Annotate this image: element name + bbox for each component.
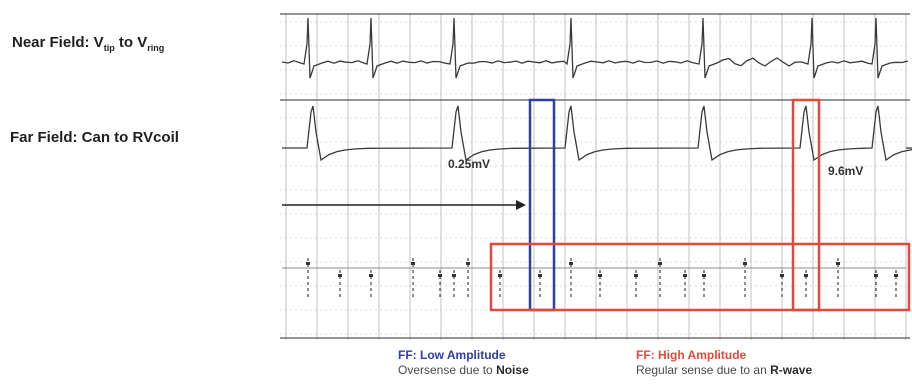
marker-highlight-box (489, 242, 911, 312)
strip-grid (280, 13, 910, 340)
far-field-trace (282, 105, 912, 162)
low-amplitude-value: 0.25mV (448, 157, 491, 171)
low-caption-title: FF: Low Amplitude (398, 348, 506, 362)
low-caption-text: Oversense due to Noise (398, 363, 529, 377)
timing-arrow (282, 200, 526, 210)
near-field-label: Near Field: Vtip to Vring (12, 34, 165, 53)
far-field-label: Far Field: Can to RVcoil (10, 129, 179, 146)
high-caption-title: FF: High Amplitude (636, 348, 747, 362)
high-caption-text: Regular sense due to an R-wave (636, 363, 813, 377)
high-amplitude-value: 9.6mV (828, 164, 864, 178)
marker-channel (282, 258, 906, 300)
low-amplitude-caption: FF: Low Amplitude Oversense due to Noise (398, 348, 529, 378)
high-amplitude-caption: FF: High Amplitude Regular sense due to … (636, 348, 812, 378)
near-field-trace (281, 17, 909, 79)
